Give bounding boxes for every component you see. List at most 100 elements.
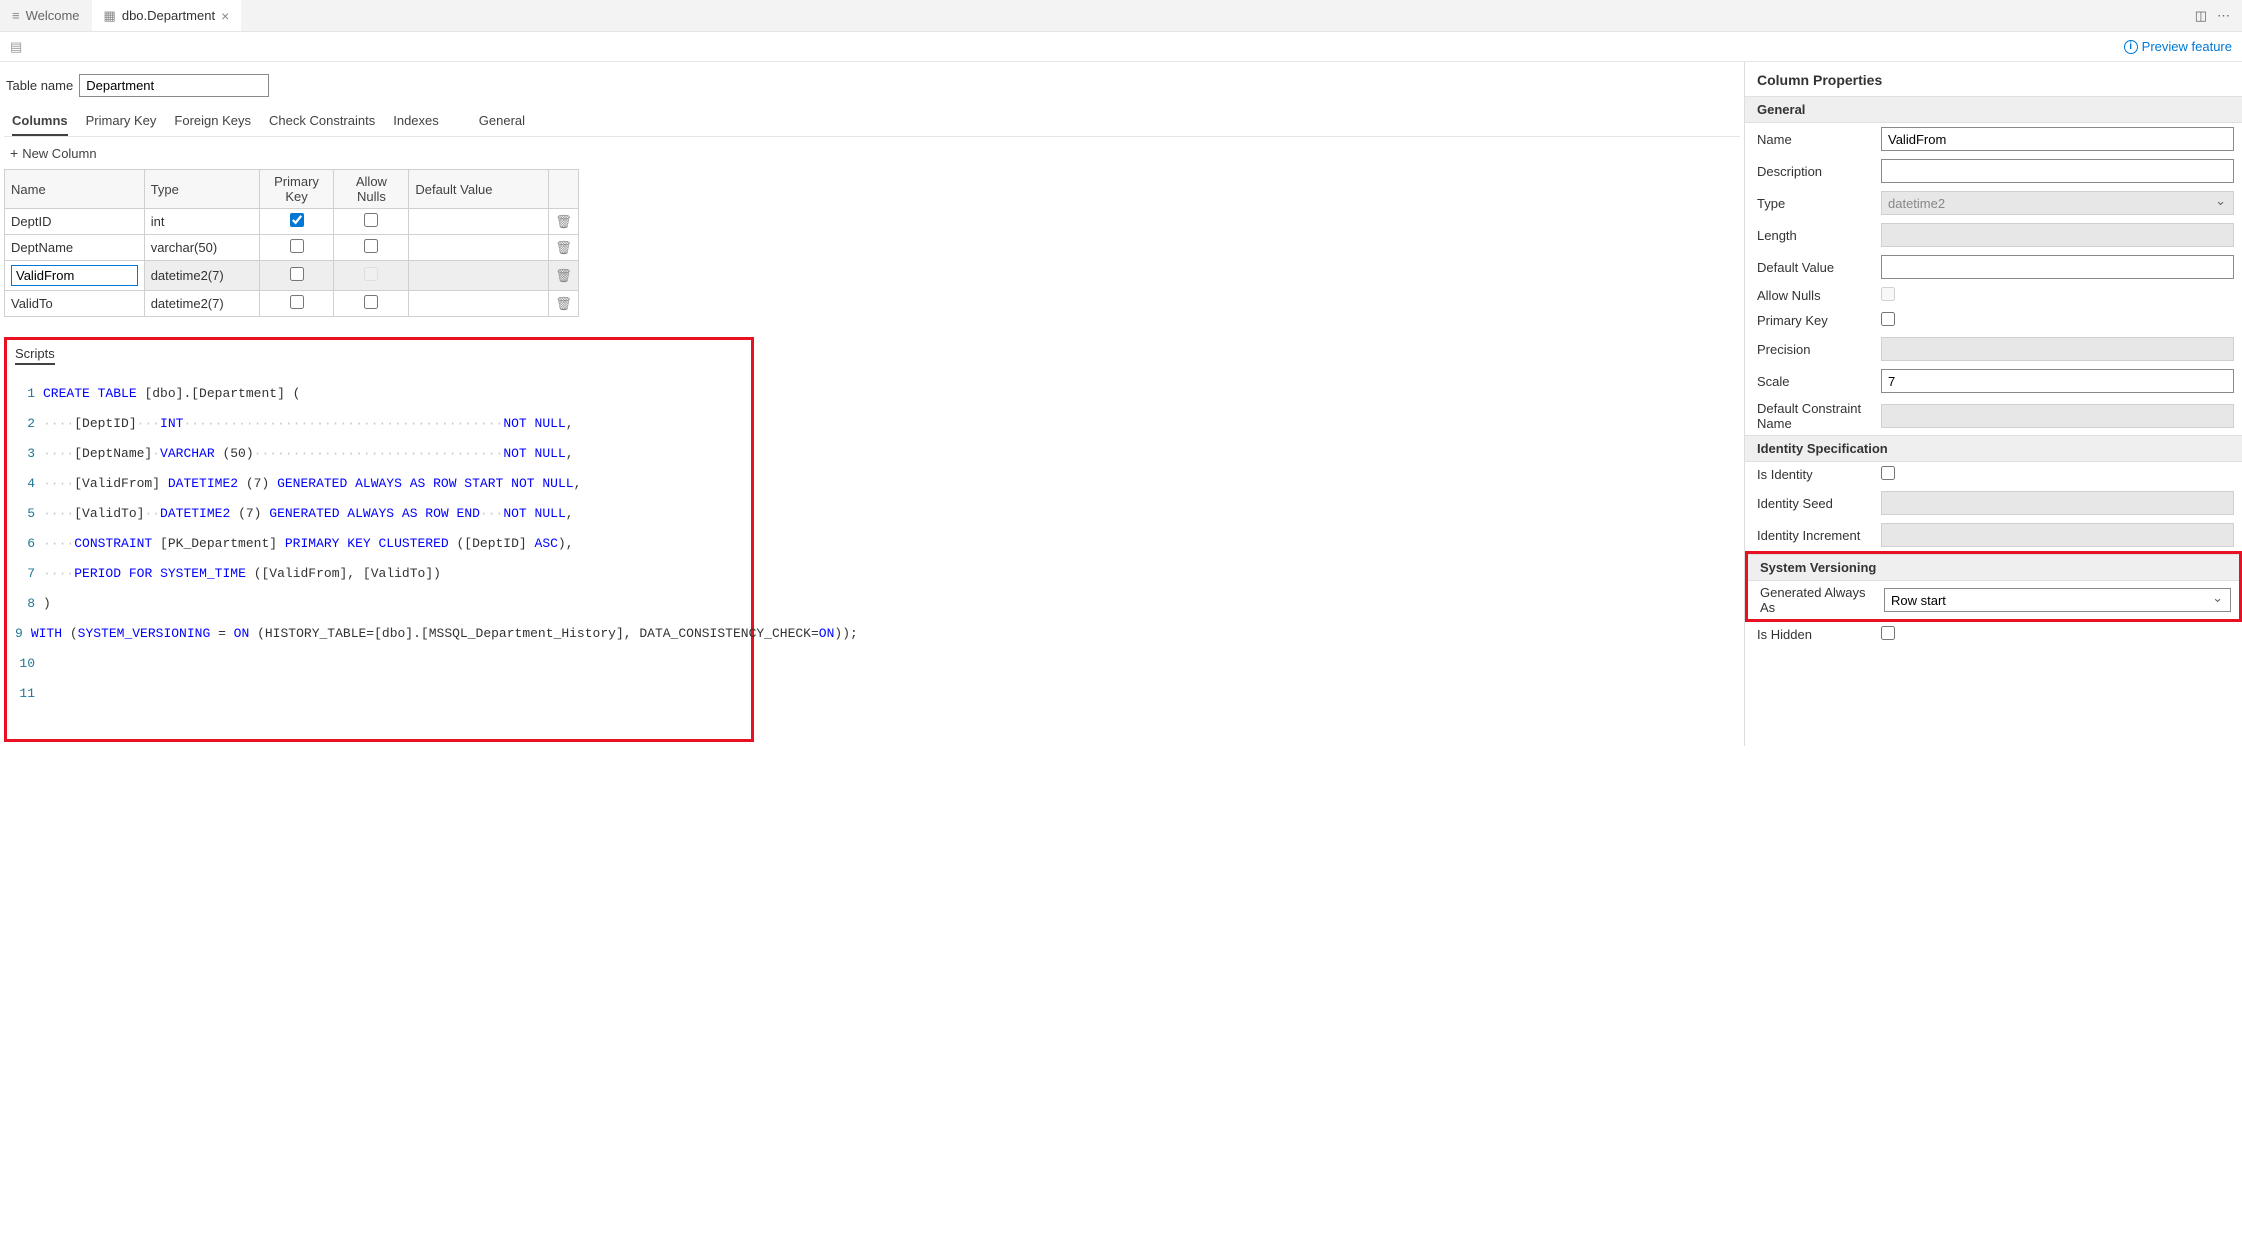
prop-is-identity-check[interactable] — [1881, 466, 1895, 480]
section-system-versioning: System Versioning — [1748, 554, 2239, 581]
column-nulls-check[interactable] — [364, 239, 378, 253]
properties-panel: Column Properties General Name Descripti… — [1744, 62, 2242, 746]
toolbar-row: ▤ i Preview feature — [0, 32, 2242, 62]
tab-primary-key[interactable]: Primary Key — [86, 113, 157, 136]
prop-generated-always-label: Generated Always As — [1760, 585, 1878, 615]
welcome-icon: ≡ — [12, 8, 20, 23]
prop-allow-nulls-label: Allow Nulls — [1757, 288, 1875, 303]
column-type-cell[interactable]: varchar(50) — [144, 235, 259, 261]
header-default: Default Value — [409, 170, 549, 209]
script-editor[interactable]: 1CREATE TABLE [dbo].[Department] ( 2····… — [15, 371, 743, 731]
scripts-title: Scripts — [15, 346, 55, 365]
column-type-cell[interactable]: datetime2(7) — [144, 291, 259, 317]
prop-description-input[interactable] — [1881, 159, 2234, 183]
designer-sub-tabs: Columns Primary Key Foreign Keys Check C… — [4, 101, 1740, 137]
header-delete — [548, 170, 578, 209]
tab-department[interactable]: ▦ dbo.Department × — [92, 0, 242, 31]
delete-column-icon[interactable]: 🗑 — [555, 268, 572, 283]
prop-default-constraint-label: Default Constraint Name — [1757, 401, 1875, 431]
prop-length-input — [1881, 223, 2234, 247]
prop-scale-label: Scale — [1757, 374, 1875, 389]
column-name-input[interactable] — [11, 265, 138, 286]
tab-foreign-keys[interactable]: Foreign Keys — [174, 113, 251, 136]
section-identity: Identity Specification — [1745, 435, 2242, 462]
script-icon[interactable]: ▤ — [10, 39, 22, 55]
tab-columns[interactable]: Columns — [12, 113, 68, 136]
more-icon[interactable]: ⋯ — [2217, 8, 2230, 24]
column-default-cell[interactable] — [409, 291, 549, 317]
table-icon: ▦ — [104, 8, 116, 24]
scripts-panel: Scripts 1CREATE TABLE [dbo].[Department]… — [4, 337, 754, 742]
column-pk-check[interactable] — [290, 239, 304, 253]
table-name-label: Table name — [6, 78, 73, 93]
prop-is-identity-label: Is Identity — [1757, 467, 1875, 482]
new-column-label: New Column — [22, 146, 96, 161]
table-name-input[interactable] — [79, 74, 269, 97]
tab-welcome-label: Welcome — [26, 8, 80, 23]
column-type-cell[interactable]: datetime2(7) — [144, 261, 259, 291]
preview-feature-link[interactable]: Preview feature — [2142, 39, 2232, 54]
top-right-actions: ◫ ⋯ — [2195, 8, 2242, 24]
properties-title: Column Properties — [1745, 62, 2242, 96]
info-icon: i — [2124, 40, 2138, 54]
column-default-cell[interactable] — [409, 235, 549, 261]
prop-identity-increment-input — [1881, 523, 2234, 547]
close-icon[interactable]: × — [221, 8, 229, 24]
prop-name-input[interactable] — [1881, 127, 2234, 151]
column-nulls-check — [364, 267, 378, 281]
prop-pk-label: Primary Key — [1757, 313, 1875, 328]
prop-is-hidden-check[interactable] — [1881, 626, 1895, 640]
prop-default-constraint-input — [1881, 404, 2234, 428]
table-row[interactable]: DeptIDint 🗑 — [5, 209, 579, 235]
column-nulls-check[interactable] — [364, 213, 378, 227]
tab-indexes[interactable]: Indexes — [393, 113, 439, 136]
columns-table: Name Type Primary Key Allow Nulls Defaul… — [4, 169, 579, 317]
prop-type-label: Type — [1757, 196, 1875, 211]
prop-precision-input — [1881, 337, 2234, 361]
system-versioning-highlight: System Versioning Generated Always As — [1745, 551, 2242, 622]
prop-identity-increment-label: Identity Increment — [1757, 528, 1875, 543]
prop-name-label: Name — [1757, 132, 1875, 147]
header-pk: Primary Key — [259, 170, 334, 209]
prop-is-hidden-label: Is Hidden — [1757, 627, 1875, 642]
delete-column-icon[interactable]: 🗑 — [555, 214, 572, 229]
prop-type-select[interactable] — [1881, 191, 2234, 215]
prop-identity-seed-input — [1881, 491, 2234, 515]
delete-column-icon[interactable]: 🗑 — [555, 240, 572, 255]
header-name: Name — [5, 170, 145, 209]
column-name-cell[interactable]: ValidTo — [5, 291, 145, 317]
prop-default-input[interactable] — [1881, 255, 2234, 279]
prop-allow-nulls-check — [1881, 287, 1895, 301]
prop-identity-seed-label: Identity Seed — [1757, 496, 1875, 511]
delete-column-icon[interactable]: 🗑 — [555, 296, 572, 311]
prop-generated-always-select[interactable] — [1884, 588, 2231, 612]
column-pk-check[interactable] — [290, 295, 304, 309]
tab-general[interactable]: General — [479, 113, 525, 136]
header-nulls: Allow Nulls — [334, 170, 409, 209]
prop-pk-check[interactable] — [1881, 312, 1895, 326]
section-general: General — [1745, 96, 2242, 123]
new-column-button[interactable]: + New Column — [4, 137, 1740, 169]
header-type: Type — [144, 170, 259, 209]
column-default-cell[interactable] — [409, 209, 549, 235]
prop-precision-label: Precision — [1757, 342, 1875, 357]
table-row[interactable]: datetime2(7) 🗑 — [5, 261, 579, 291]
column-nulls-check[interactable] — [364, 295, 378, 309]
column-pk-check[interactable] — [290, 213, 304, 227]
column-type-cell[interactable]: int — [144, 209, 259, 235]
editor-tabs: ≡ Welcome ▦ dbo.Department × ◫ ⋯ — [0, 0, 2242, 32]
tab-department-label: dbo.Department — [122, 8, 215, 23]
tab-check-constraints[interactable]: Check Constraints — [269, 113, 375, 136]
column-name-cell[interactable]: DeptID — [5, 209, 145, 235]
column-pk-check[interactable] — [290, 267, 304, 281]
column-name-cell[interactable]: DeptName — [5, 235, 145, 261]
table-row[interactable]: DeptNamevarchar(50) 🗑 — [5, 235, 579, 261]
split-editor-icon[interactable]: ◫ — [2195, 8, 2207, 24]
column-default-cell[interactable] — [409, 261, 549, 291]
prop-description-label: Description — [1757, 164, 1875, 179]
table-row[interactable]: ValidTodatetime2(7) 🗑 — [5, 291, 579, 317]
prop-scale-input[interactable] — [1881, 369, 2234, 393]
prop-default-label: Default Value — [1757, 260, 1875, 275]
prop-length-label: Length — [1757, 228, 1875, 243]
tab-welcome[interactable]: ≡ Welcome — [0, 0, 92, 31]
